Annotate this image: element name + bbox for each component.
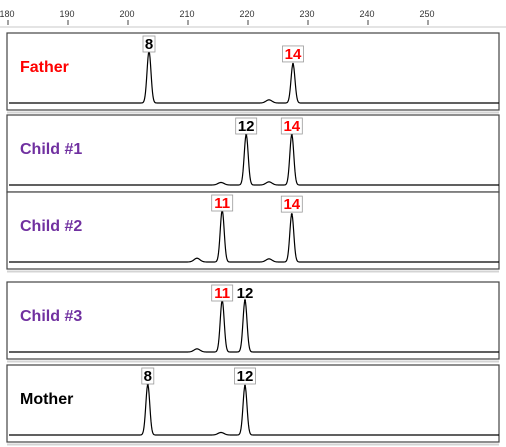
size-axis: 180 190 200 210 220 230 240 250 — [0, 9, 506, 28]
allele-label-box — [142, 35, 156, 53]
axis-tick-label: 250 — [419, 9, 434, 19]
peak-apex — [290, 213, 293, 216]
panel-frame — [6, 32, 500, 111]
panel-label: Mother — [20, 391, 73, 408]
electropherogram-trace — [9, 383, 499, 436]
allele-label: 11 — [214, 195, 230, 212]
panel-father: Father 8 14 — [6, 32, 500, 114]
allele-label: 14 — [283, 118, 300, 135]
allele-label: 12 — [238, 118, 255, 135]
allele-label: 12 — [237, 285, 254, 302]
allele-label-box — [234, 367, 256, 385]
panel-mother: Mother 8 12 — [6, 364, 500, 446]
panel-frame — [6, 281, 500, 360]
allele-label-box — [235, 117, 258, 135]
allele-label-box — [280, 117, 303, 135]
panel-child-3: Child #3 11 12 — [6, 281, 500, 363]
electropherogram-trace — [9, 298, 499, 353]
panel-frame — [6, 191, 500, 270]
peak-apex — [292, 62, 294, 65]
axis-tick-label: 180 — [0, 9, 15, 19]
allele-label-box — [211, 194, 234, 212]
electropherogram-trace — [9, 49, 499, 104]
panel-label: Child #3 — [20, 308, 82, 325]
peak-apex — [244, 384, 246, 387]
electropherogram-trace — [9, 133, 499, 186]
allele-label: 12 — [237, 368, 254, 385]
allele-label: 8 — [145, 36, 153, 53]
allele-label-box — [211, 284, 234, 302]
panel-label: Child #1 — [20, 141, 82, 158]
electropherogram-trace — [9, 209, 499, 263]
axis-tick-label: 240 — [359, 9, 374, 19]
axis-tick-label: 200 — [119, 9, 134, 19]
allele-label-box — [280, 195, 303, 213]
panel-label: Father — [20, 59, 69, 76]
allele-label: 14 — [283, 196, 300, 213]
allele-label-box — [282, 45, 304, 63]
allele-label-box — [141, 367, 155, 385]
allele-label: 11 — [214, 285, 230, 302]
peak-apex — [244, 299, 246, 302]
axis-tick-label: 220 — [239, 9, 254, 19]
axis-tick-label: 210 — [179, 9, 194, 19]
panel-child-1: Child #1 12 14 — [6, 114, 500, 196]
allele-label: 8 — [144, 368, 152, 385]
panel-label: Child #2 — [20, 218, 82, 235]
axis-tick-label: 230 — [299, 9, 314, 19]
panel-child-2: Child #2 11 14 — [6, 191, 500, 273]
allele-label: 14 — [285, 46, 302, 63]
axis-tick-label: 190 — [59, 9, 74, 19]
